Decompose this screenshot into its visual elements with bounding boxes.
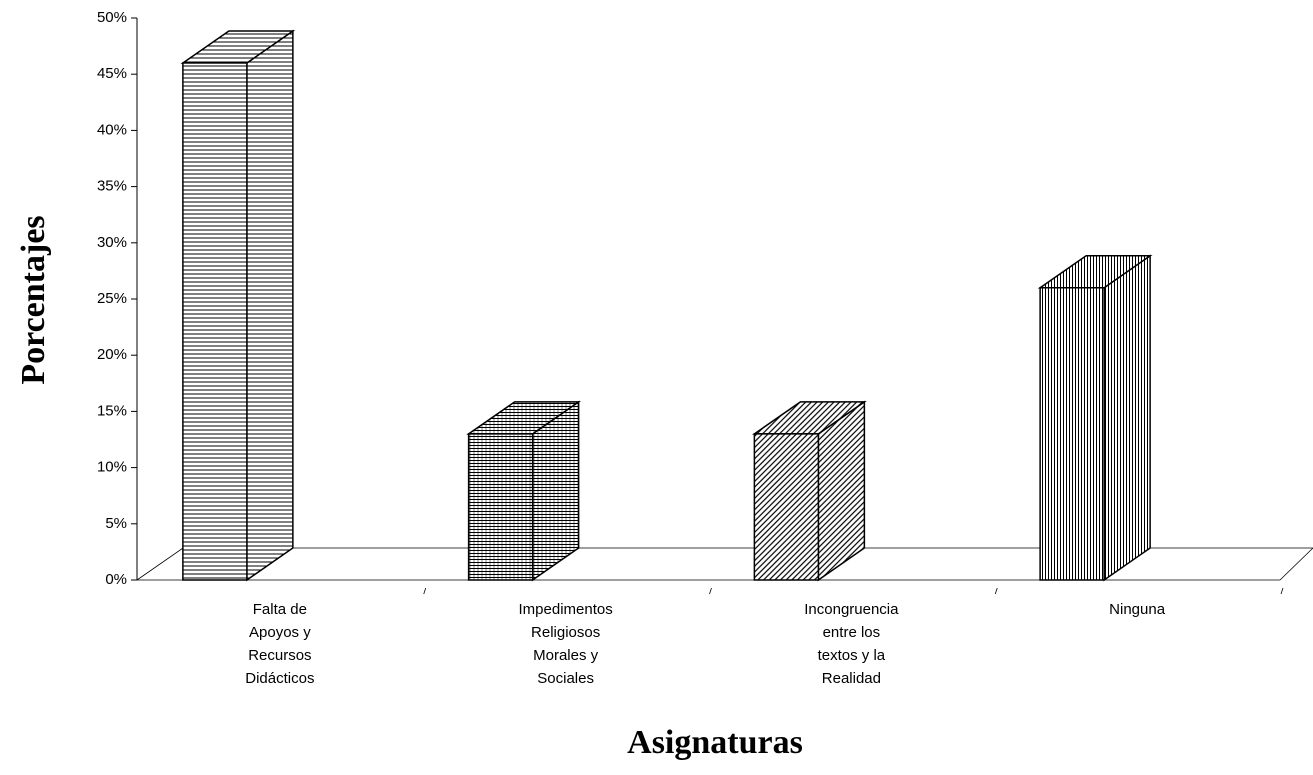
y-tick-label: 50% [97,9,127,26]
bar [182,62,248,581]
x-tick-label: Ninguna [1109,601,1166,618]
y-tick-label: 45% [97,65,127,82]
bar-side [246,29,294,582]
y-tick-label: 20% [97,346,127,363]
y-tick-label: 0% [105,571,127,588]
x-tick-label: textos y la [818,647,886,664]
y-tick-label: 10% [97,459,127,476]
x-tick [709,587,712,595]
y-tick-label: 35% [97,178,127,195]
x-tick-label: Religiosos [531,624,600,641]
floor [135,547,1313,581]
x-tick-label: Incongruencia [804,601,899,618]
y-tick-label: 25% [97,290,127,307]
x-tick-label: Sociales [537,670,594,687]
x-tick-label: Realidad [822,670,881,687]
bar-side [1103,254,1151,582]
x-tick [1280,587,1284,595]
bar [467,433,534,581]
x-tick-label: Didácticos [245,670,314,687]
x-axis-title: Asignaturas [627,724,803,761]
x-tick [994,587,998,595]
y-tick-label: 15% [97,402,127,419]
x-tick-label: Morales y [533,647,599,664]
y-tick-label: 30% [97,234,127,251]
x-tick-label: Impedimentos [519,601,613,618]
bar [753,433,820,581]
y-axis-title: Porcentajes [15,215,52,384]
x-tick-label: entre los [823,624,881,641]
y-tick-label: 5% [105,515,127,532]
x-tick [423,587,427,595]
x-tick-label: Falta de [253,601,307,618]
x-tick-label: Apoyos y [249,624,311,641]
bar [1039,287,1105,581]
y-tick-label: 40% [97,121,127,138]
x-tick-label: Recursos [248,647,311,664]
